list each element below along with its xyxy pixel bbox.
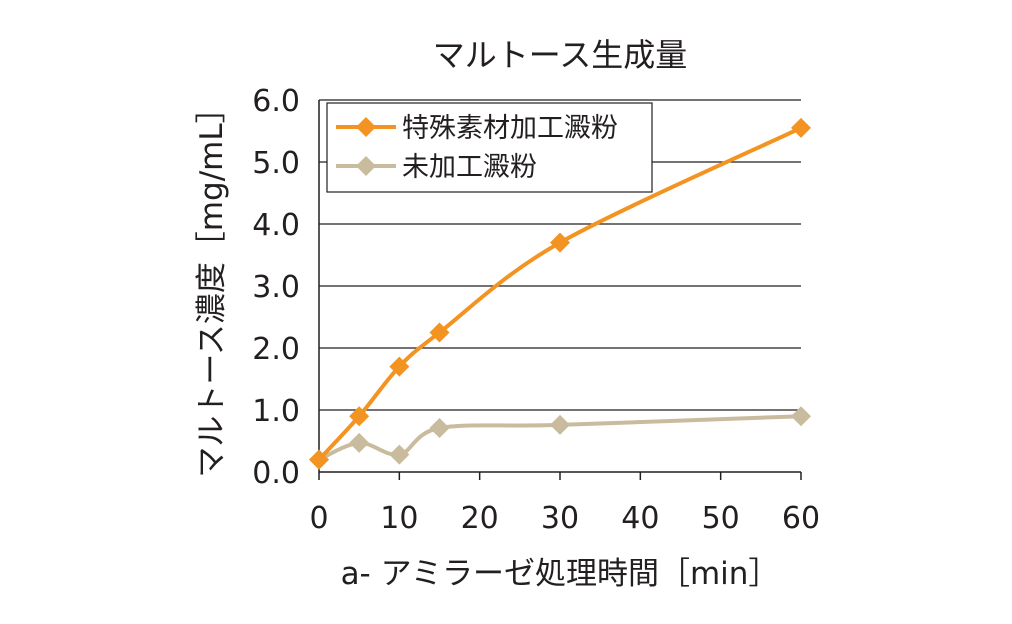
legend-label: 特殊素材加工澱粉 [402, 113, 618, 144]
data-point-marker [389, 444, 410, 465]
y-tick-label: 5.0 [252, 146, 300, 181]
axes [318, 100, 802, 480]
data-point-marker [791, 117, 811, 138]
y-tick-label: 6.0 [252, 84, 300, 119]
data-point-marker [550, 232, 570, 253]
data-point-marker [349, 432, 370, 453]
data-point-marker [429, 417, 450, 438]
legend-label: 未加工澱粉 [402, 152, 537, 183]
data-point-marker [791, 406, 811, 427]
data-point-marker [429, 322, 450, 343]
legend-marker [356, 117, 376, 137]
legend-box [326, 102, 653, 193]
x-tick-label: 0 [309, 501, 328, 536]
data-point-marker [349, 406, 370, 427]
x-tick-label: 20 [461, 501, 499, 536]
y-tick-label: 2.0 [252, 332, 300, 367]
x-tick-label: 40 [621, 501, 659, 536]
chart-title: マルトース生成量 [433, 36, 687, 74]
x-tick-label: 10 [380, 501, 418, 536]
y-tick-label: 1.0 [252, 394, 300, 429]
legend-marker [356, 156, 376, 176]
data-point-marker [389, 356, 410, 377]
y-tick-label: 4.0 [252, 208, 300, 243]
y-tick-label: 3.0 [252, 270, 300, 305]
x-tick-label: 30 [541, 501, 579, 536]
x-axis-label: a- アミラーゼ処理時間［min］ [341, 556, 780, 592]
data-point-marker [550, 414, 570, 435]
series-group [309, 117, 811, 470]
y-tick-label: 0.0 [252, 456, 300, 491]
x-tick-labels: 0 10 20 30 40 50 60 [309, 501, 820, 536]
x-tick-label: 50 [702, 501, 740, 536]
x-tick-label: 60 [782, 501, 820, 536]
data-point-marker [309, 449, 329, 470]
y-axis-label: マルトース濃度［mg/mL］ [194, 92, 230, 477]
y-tick-labels: 0.0 1.0 2.0 3.0 4.0 5.0 6.0 [252, 84, 300, 491]
